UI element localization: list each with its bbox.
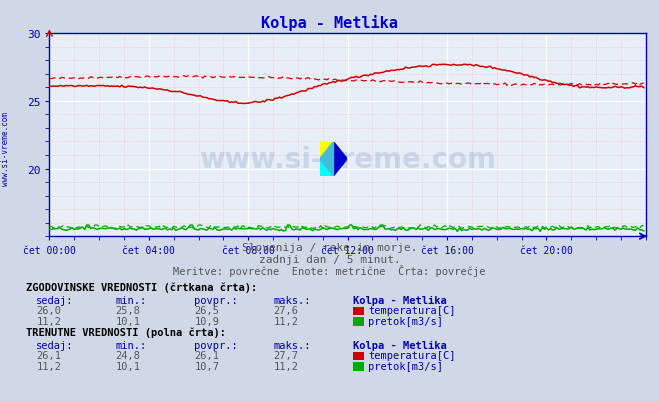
- Text: ZGODOVINSKE VREDNOSTI (črtkana črta):: ZGODOVINSKE VREDNOSTI (črtkana črta):: [26, 282, 258, 293]
- Text: Kolpa - Metlika: Kolpa - Metlika: [261, 15, 398, 31]
- Text: Kolpa - Metlika: Kolpa - Metlika: [353, 295, 446, 305]
- Polygon shape: [333, 142, 347, 176]
- Text: zadnji dan / 5 minut.: zadnji dan / 5 minut.: [258, 255, 401, 265]
- Text: Kolpa - Metlika: Kolpa - Metlika: [353, 340, 446, 350]
- Text: 24,8: 24,8: [115, 350, 140, 360]
- Text: povpr.:: povpr.:: [194, 340, 238, 350]
- Text: Meritve: povrečne  Enote: metrične  Črta: povrečje: Meritve: povrečne Enote: metrične Črta: …: [173, 265, 486, 277]
- Text: 10,9: 10,9: [194, 316, 219, 326]
- Text: 10,1: 10,1: [115, 316, 140, 326]
- Text: maks.:: maks.:: [273, 295, 311, 305]
- Text: temperatura[C]: temperatura[C]: [368, 306, 456, 316]
- Polygon shape: [320, 142, 333, 159]
- Text: 11,2: 11,2: [36, 361, 61, 371]
- Text: 27,6: 27,6: [273, 306, 299, 316]
- Text: 11,2: 11,2: [273, 316, 299, 326]
- Text: 10,1: 10,1: [115, 361, 140, 371]
- Text: 26,0: 26,0: [36, 306, 61, 316]
- Text: 25,8: 25,8: [115, 306, 140, 316]
- Text: 27,7: 27,7: [273, 350, 299, 360]
- Text: www.si-vreme.com: www.si-vreme.com: [1, 111, 10, 185]
- Text: www.si-vreme.com: www.si-vreme.com: [199, 146, 496, 174]
- Text: sedaj:: sedaj:: [36, 340, 74, 350]
- Text: 26,1: 26,1: [194, 350, 219, 360]
- Text: 11,2: 11,2: [36, 316, 61, 326]
- Text: min.:: min.:: [115, 340, 146, 350]
- Polygon shape: [320, 142, 333, 176]
- Text: sedaj:: sedaj:: [36, 295, 74, 305]
- Text: Slovenija / reke in morje.: Slovenija / reke in morje.: [242, 243, 417, 253]
- Text: 26,1: 26,1: [36, 350, 61, 360]
- Text: min.:: min.:: [115, 295, 146, 305]
- Text: temperatura[C]: temperatura[C]: [368, 350, 456, 360]
- Text: pretok[m3/s]: pretok[m3/s]: [368, 316, 444, 326]
- Text: pretok[m3/s]: pretok[m3/s]: [368, 361, 444, 371]
- Polygon shape: [320, 159, 333, 176]
- Text: 11,2: 11,2: [273, 361, 299, 371]
- Text: maks.:: maks.:: [273, 340, 311, 350]
- Text: povpr.:: povpr.:: [194, 295, 238, 305]
- Text: 26,5: 26,5: [194, 306, 219, 316]
- Text: 10,7: 10,7: [194, 361, 219, 371]
- Text: TRENUTNE VREDNOSTI (polna črta):: TRENUTNE VREDNOSTI (polna črta):: [26, 327, 226, 338]
